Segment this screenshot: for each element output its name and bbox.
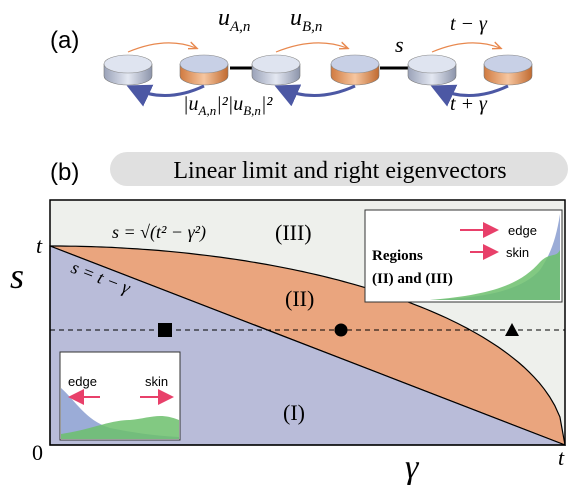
disc-top: [252, 55, 300, 73]
inset-edge: edge: [68, 374, 97, 389]
square-marker: [158, 323, 172, 337]
panel-label: (b): [50, 159, 79, 186]
inset-left: edge skin: [60, 352, 180, 440]
x-right-label: t: [558, 445, 565, 470]
curve-label: s = √(t² − γ²): [112, 222, 206, 243]
hop-arrow: [280, 86, 355, 96]
inset-title: Regions: [372, 248, 423, 264]
chain: [104, 43, 532, 96]
disc-top: [331, 55, 379, 73]
inset-edge: edge: [508, 223, 537, 238]
disc-top: [180, 55, 228, 73]
base: u: [218, 5, 230, 31]
sub: A,n: [198, 103, 217, 118]
disc-top: [408, 55, 456, 73]
inset-right: edge skin Regions (II) and (III): [365, 210, 562, 302]
hop-arrow: [276, 43, 347, 52]
origin-label: 0: [32, 440, 43, 465]
sub: B,n: [243, 103, 261, 118]
y-top-label: t: [36, 233, 43, 258]
label-s: s: [395, 32, 404, 57]
label-hop-forward: t − γ: [450, 13, 488, 35]
base: u: [290, 5, 302, 31]
inset-skin: skin: [145, 374, 168, 389]
disc-top: [104, 55, 152, 73]
label-uB: uB,n: [290, 5, 322, 35]
post: |²: [261, 93, 273, 115]
panel-title: Linear limit and right eigenvectors: [173, 158, 506, 184]
figure: (a) uA,n uB,n s t − γ t + γ |uA,n|²|uB,n…: [0, 0, 575, 487]
label-norms: |uA,n|²|uB,n|²: [183, 93, 273, 118]
sub: B,n: [302, 19, 322, 35]
region-label: (II): [285, 286, 314, 311]
hop-arrow: [432, 43, 500, 52]
label-hop-backward: t + γ: [450, 93, 488, 115]
sub: A,n: [229, 19, 250, 35]
x-axis-label: γ: [405, 449, 420, 486]
pre: |u: [228, 93, 244, 115]
hop-arrow: [128, 43, 196, 52]
pre: |u: [183, 93, 199, 115]
label-uA: uA,n: [218, 5, 250, 35]
panel-label: (a): [50, 27, 79, 54]
y-axis-label: s: [10, 256, 24, 296]
region-label: (III): [275, 220, 312, 245]
inset-subtitle: (II) and (III): [372, 271, 453, 287]
region-label: (I): [283, 400, 305, 425]
disc-top: [484, 55, 532, 73]
circle-marker: [335, 324, 348, 337]
inset-skin: skin: [506, 245, 529, 260]
